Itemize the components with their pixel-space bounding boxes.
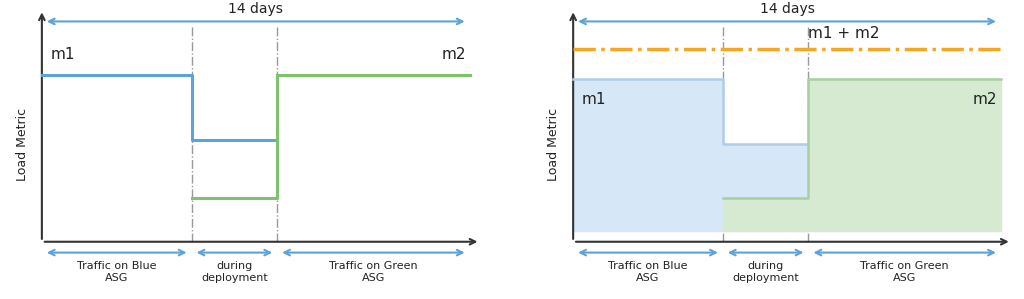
Text: Traffic on Green
ASG: Traffic on Green ASG <box>329 261 418 283</box>
Text: m2: m2 <box>973 92 997 107</box>
Text: m1 + m2: m1 + m2 <box>808 26 880 41</box>
Text: m2: m2 <box>441 47 466 62</box>
Text: Load Metric: Load Metric <box>548 108 560 181</box>
Text: Traffic on Blue
ASG: Traffic on Blue ASG <box>77 261 157 283</box>
Text: 14 days: 14 days <box>228 2 284 16</box>
Polygon shape <box>723 79 1000 231</box>
Text: 14 days: 14 days <box>760 2 814 16</box>
Text: m1: m1 <box>582 92 606 107</box>
Text: Traffic on Blue
ASG: Traffic on Blue ASG <box>608 261 688 283</box>
Text: m1: m1 <box>50 47 75 62</box>
Text: Load Metric: Load Metric <box>16 108 29 181</box>
Text: Traffic on Green
ASG: Traffic on Green ASG <box>860 261 949 283</box>
Text: during
deployment: during deployment <box>732 261 799 283</box>
Text: during
deployment: during deployment <box>201 261 267 283</box>
Polygon shape <box>573 79 808 231</box>
